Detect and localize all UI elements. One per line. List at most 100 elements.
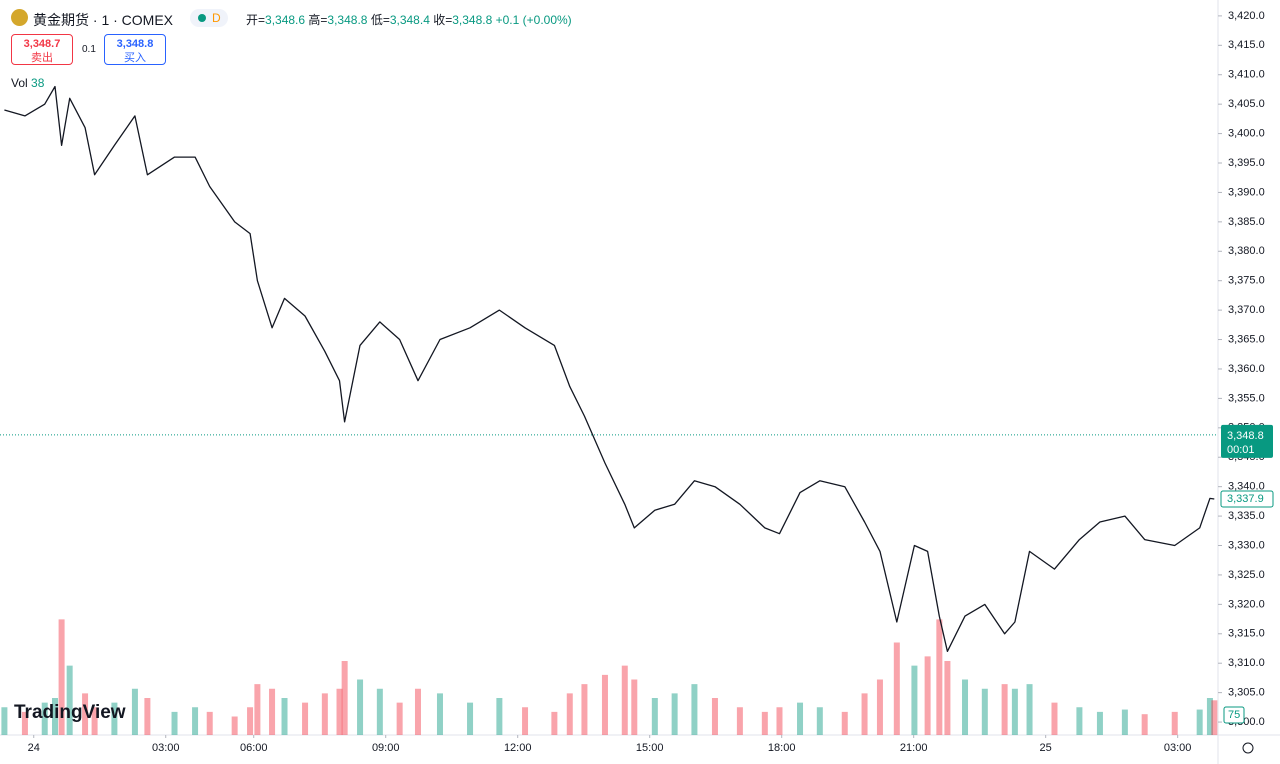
open: 3,348.6 bbox=[265, 13, 306, 27]
volume-bar bbox=[281, 698, 288, 735]
y-tick-label: 3,320.0 bbox=[1228, 598, 1265, 610]
ohlc: 开=3,348.6 高=3,348.8 低=3,348.4 收=3,348.8 … bbox=[246, 11, 572, 28]
volume-bar bbox=[876, 679, 883, 735]
y-tick-label: 3,340.0 bbox=[1228, 481, 1265, 493]
volume-bar bbox=[66, 665, 73, 735]
last-price-box bbox=[1220, 490, 1274, 508]
y-tick-label: 3,310.0 bbox=[1228, 657, 1265, 669]
volume-bar bbox=[341, 661, 348, 735]
volume-bar bbox=[41, 702, 48, 735]
buy-button[interactable]: 3,348.8 买入 bbox=[104, 34, 166, 65]
last-volume-box bbox=[1223, 706, 1245, 724]
y-tick-label: 3,315.0 bbox=[1228, 628, 1265, 640]
volume-bar bbox=[651, 698, 658, 735]
volume-bar bbox=[1, 707, 8, 735]
volume-bar bbox=[1211, 700, 1218, 735]
volume-bar bbox=[911, 665, 918, 735]
volume-bar bbox=[1076, 707, 1083, 735]
interval-badge: D bbox=[212, 11, 221, 25]
open-label: 开= bbox=[246, 13, 266, 27]
volume-bar bbox=[91, 707, 98, 735]
y-tick-label: 3,395.0 bbox=[1228, 157, 1265, 169]
volume-bar bbox=[206, 711, 213, 735]
y-tick-label: 3,375.0 bbox=[1228, 275, 1265, 287]
volume-bar bbox=[171, 711, 178, 735]
volume-bar bbox=[496, 698, 503, 735]
volume-bar bbox=[111, 702, 118, 735]
volume-bar bbox=[21, 711, 28, 735]
y-tick-label: 3,370.0 bbox=[1228, 304, 1265, 316]
volume-bar bbox=[144, 698, 151, 735]
volume-bar bbox=[231, 716, 238, 735]
volume-bar bbox=[269, 688, 276, 735]
volume-bar bbox=[1001, 684, 1008, 735]
volume-bar bbox=[1206, 698, 1213, 735]
volume-bar bbox=[671, 693, 678, 735]
volume-bar bbox=[58, 619, 65, 735]
volume-bar bbox=[82, 693, 89, 735]
buy-price: 3,348.8 bbox=[116, 38, 154, 50]
settings-icon bbox=[1242, 742, 1254, 754]
symbol-title[interactable]: 黄金期货 · 1 · COMEX bbox=[33, 12, 174, 28]
sell-button[interactable]: 3,348.7 卖出 bbox=[11, 34, 73, 65]
volume-bar bbox=[51, 698, 58, 735]
volume-bar bbox=[581, 684, 588, 735]
volume-bar bbox=[631, 679, 638, 735]
volume-bar bbox=[436, 693, 443, 735]
volume-bar bbox=[376, 688, 383, 735]
volume-bar bbox=[321, 693, 328, 735]
x-tick-label: 18:00 bbox=[768, 742, 796, 754]
x-tick-label: 25 bbox=[1040, 742, 1052, 754]
volume-bar bbox=[131, 688, 138, 735]
y-tick-label: 3,380.0 bbox=[1228, 245, 1265, 257]
volume-bar bbox=[566, 693, 573, 735]
volume-bar bbox=[621, 665, 628, 735]
x-tick-label: 03:00 bbox=[152, 742, 180, 754]
volume-bar bbox=[1051, 702, 1058, 735]
volume-bar bbox=[1026, 684, 1033, 735]
volume-bar bbox=[247, 707, 254, 735]
x-tick-label: 12:00 bbox=[504, 742, 532, 754]
volume-bar bbox=[841, 711, 848, 735]
low-label: 低= bbox=[370, 13, 390, 27]
volume-bar bbox=[551, 711, 558, 735]
volume-bar bbox=[981, 688, 988, 735]
volume-bar bbox=[691, 684, 698, 735]
y-tick-label: 3,330.0 bbox=[1228, 539, 1265, 551]
y-tick-label: 3,420.0 bbox=[1228, 10, 1265, 22]
volume-bar bbox=[1196, 709, 1203, 735]
volume-bar bbox=[1121, 709, 1128, 735]
vol-label: Vol bbox=[11, 76, 28, 90]
y-tick-label: 3,305.0 bbox=[1228, 687, 1265, 699]
y-tick-label: 3,355.0 bbox=[1228, 392, 1265, 404]
x-tick-label: 09:00 bbox=[372, 742, 400, 754]
last-price-label: 3,337.9 bbox=[1227, 493, 1264, 505]
volume-bar bbox=[414, 688, 421, 735]
volume-bar bbox=[962, 679, 969, 735]
y-tick-label: 3,365.0 bbox=[1228, 333, 1265, 345]
high-label: 高= bbox=[308, 13, 328, 27]
current-time-label: 00:01 bbox=[1227, 444, 1255, 456]
y-tick-label: 3,400.0 bbox=[1228, 127, 1265, 139]
volume-bar bbox=[601, 674, 608, 735]
volume-bar bbox=[736, 707, 743, 735]
current-price-box bbox=[1221, 424, 1273, 458]
vol-value: 38 bbox=[31, 76, 45, 90]
x-tick-label: 24 bbox=[28, 742, 40, 754]
volume-bar bbox=[816, 707, 823, 735]
y-tick-label: 3,335.0 bbox=[1228, 510, 1265, 522]
logo: TradingView bbox=[14, 702, 126, 723]
y-tick-label: 3,410.0 bbox=[1228, 69, 1265, 81]
change: +0.1 (+0.00%) bbox=[495, 13, 572, 27]
volume-bar bbox=[944, 661, 951, 735]
volume-bar bbox=[467, 702, 474, 735]
volume-bar bbox=[1141, 714, 1148, 735]
volume-bar bbox=[1171, 711, 1178, 735]
volume-bar bbox=[1011, 688, 1018, 735]
price-line bbox=[4, 85, 1215, 653]
x-tick-label: 03:00 bbox=[1164, 742, 1192, 754]
low: 3,348.4 bbox=[389, 13, 430, 27]
close-label: 收= bbox=[433, 13, 453, 27]
